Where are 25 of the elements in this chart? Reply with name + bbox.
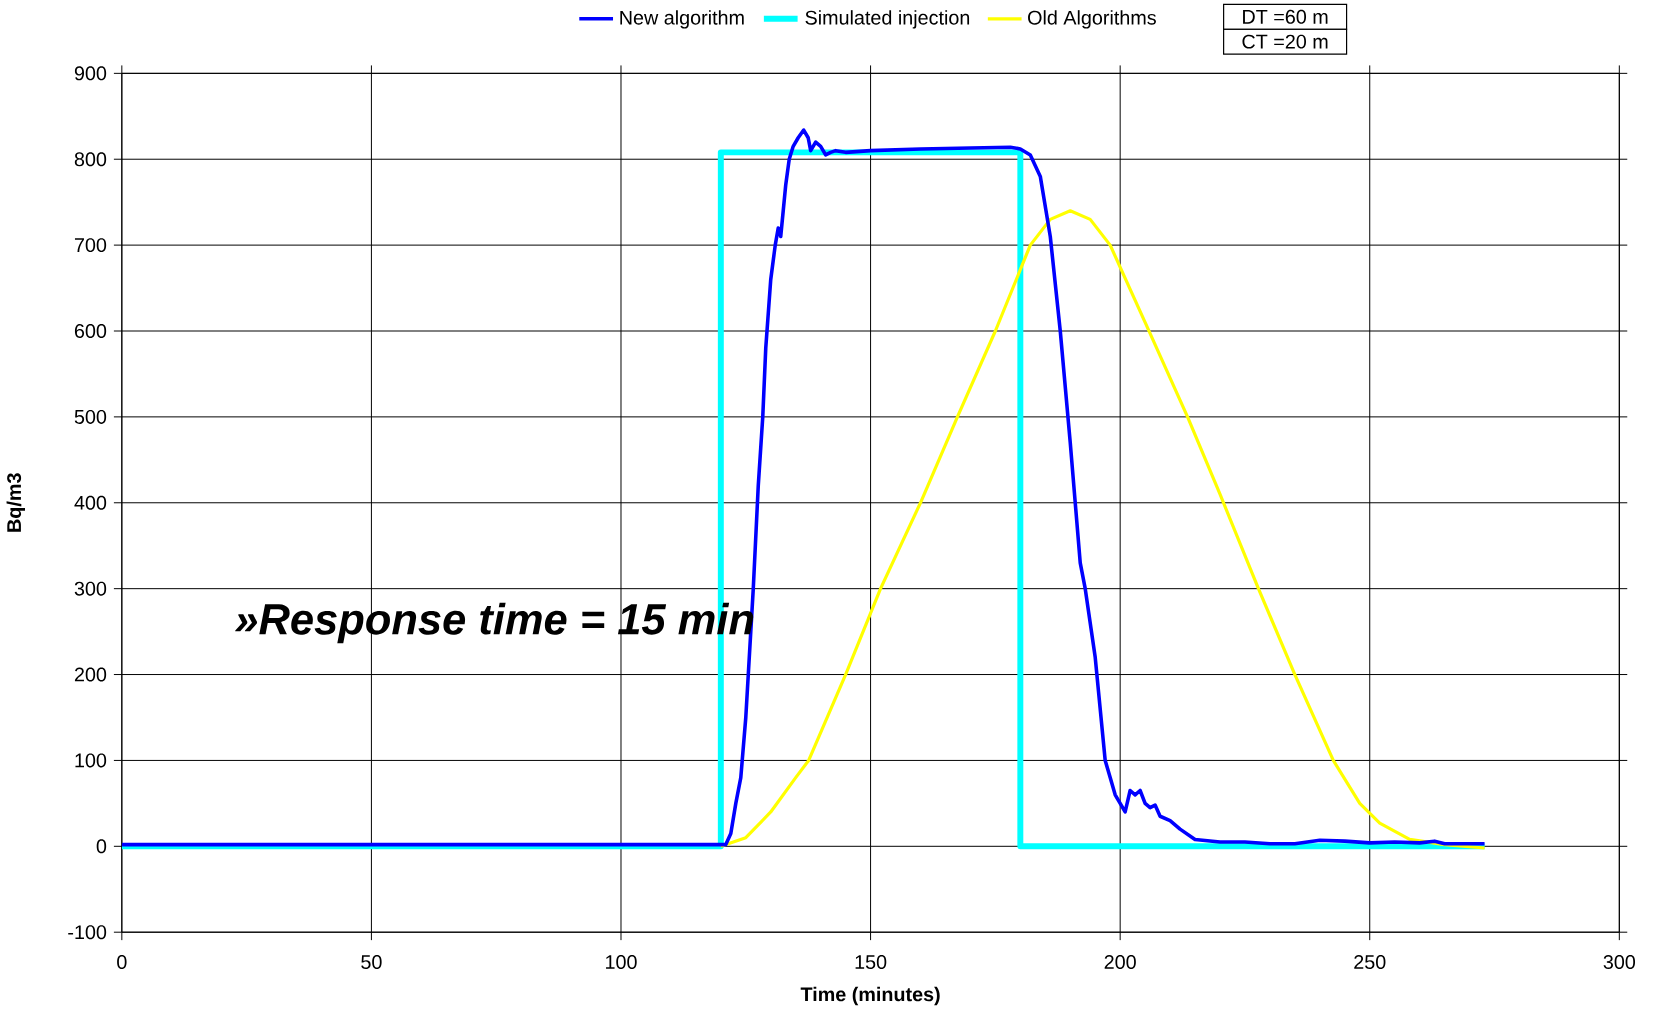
x-tick-label: 0 bbox=[117, 955, 127, 970]
y-tick-label: 200 bbox=[74, 667, 107, 682]
x-tick-label: 200 bbox=[1104, 955, 1136, 970]
y-tick-label: 800 bbox=[74, 152, 107, 167]
legend-label: Simulated injection bbox=[805, 10, 970, 29]
y-axis-title: Bq/m3 bbox=[6, 473, 25, 532]
y-tick-label: 400 bbox=[74, 495, 107, 510]
y-tick-label: 300 bbox=[74, 581, 107, 596]
y-tick-label: 900 bbox=[74, 66, 107, 81]
legend-label: Old Algorithms bbox=[1028, 10, 1156, 29]
y-tick-label: 0 bbox=[96, 839, 107, 854]
x-tick-label: 300 bbox=[1603, 955, 1636, 970]
y-tick-label: 700 bbox=[74, 238, 107, 253]
text: DT =60 m bbox=[1243, 9, 1328, 24]
y-tick-label: 500 bbox=[74, 410, 107, 424]
x-tick-label: 150 bbox=[855, 955, 887, 970]
x-axis-title: Time (minutes) bbox=[800, 986, 940, 1006]
x-tick-label: 250 bbox=[1354, 955, 1386, 970]
legend-label: New algorithm bbox=[620, 10, 744, 29]
text: CT =20 m bbox=[1242, 34, 1328, 49]
y-tick-label: -100 bbox=[68, 925, 107, 940]
y-tick-label: 100 bbox=[75, 753, 107, 768]
x-tick-label: 100 bbox=[606, 955, 637, 970]
y-tick-label: 600 bbox=[74, 324, 107, 339]
x-tick-label: 50 bbox=[361, 955, 382, 970]
